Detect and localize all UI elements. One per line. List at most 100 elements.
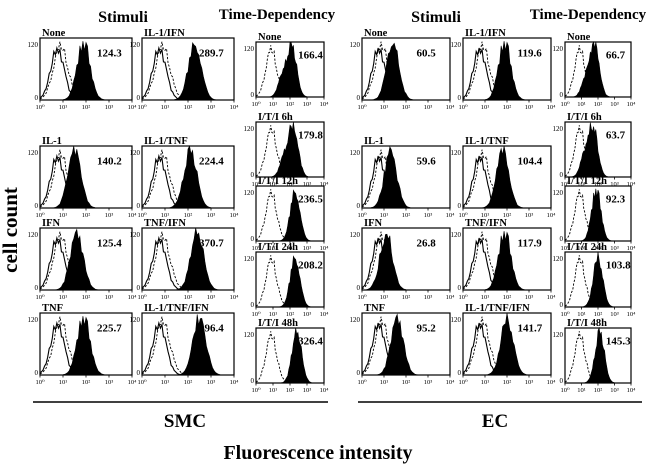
condition-label: IL-1/TNF/IFN [465, 303, 530, 314]
x-tick-label: 10⁰ [251, 245, 261, 252]
y-tick-label: 0 [458, 369, 462, 377]
y-tick-label: 120 [244, 331, 255, 339]
x-tick-label: 10³ [610, 101, 619, 108]
x-tick-label: 10³ [303, 311, 312, 318]
mfi-value-label: 119.6 [518, 48, 543, 60]
mfi-value-label: 140.2 [97, 156, 122, 168]
ec-stimuli-title: Stimuli [411, 9, 461, 26]
smc-group-label: SMC [164, 411, 206, 432]
x-tick-label: 10⁴ [230, 294, 240, 301]
mfi-value-label: 225.7 [97, 323, 122, 335]
condition-label: IFN [42, 218, 61, 229]
condition-label: IL-1 [364, 136, 384, 147]
stained-histogram [463, 41, 551, 101]
y-tick-label: 0 [560, 377, 564, 385]
x-tick-label: 10¹ [269, 245, 278, 252]
mfi-value-label: 236.5 [298, 194, 323, 206]
y-tick-label: 120 [130, 231, 141, 239]
x-tick-label: 10³ [424, 294, 433, 301]
condition-label: I/T/I 6h [567, 112, 602, 123]
x-tick-label: 10² [503, 104, 512, 111]
mfi-value-label: 166.4 [298, 50, 323, 62]
x-tick-label: 10³ [207, 212, 216, 219]
x-tick-label: 10¹ [269, 181, 278, 188]
y-tick-label: 120 [28, 231, 39, 239]
mfi-value-label: 145.3 [606, 336, 631, 348]
y-tick-label: 0 [35, 94, 39, 102]
condition-label: None [567, 32, 591, 43]
y-tick-label: 120 [28, 149, 39, 157]
x-axis-label: Fluorescence intensity [223, 442, 412, 464]
x-tick-label: 10⁰ [458, 379, 468, 386]
y-tick-label: 120 [244, 189, 255, 197]
x-tick-label: 10² [402, 294, 411, 301]
x-tick-label: 10¹ [577, 101, 586, 108]
y-tick-label: 0 [251, 377, 255, 385]
x-tick-label: 10¹ [161, 104, 170, 111]
condition-label: None [258, 32, 282, 43]
x-tick-label: 10⁴ [627, 311, 637, 318]
x-tick-label: 10² [82, 104, 91, 111]
x-tick-label: 10¹ [577, 387, 586, 394]
x-tick-label: 10⁰ [137, 379, 147, 386]
mfi-value-label: 95.2 [417, 323, 437, 335]
condition-label: IFN [364, 218, 383, 229]
y-tick-label: 0 [357, 94, 361, 102]
stained-histogram [40, 316, 132, 376]
ec-time-title: Time-Dependency [530, 7, 647, 23]
condition-label: IL-1/IFN [465, 28, 506, 39]
condition-label: TNF/IFN [144, 218, 186, 229]
y-tick-label: 0 [35, 369, 39, 377]
x-tick-label: 10⁰ [251, 387, 261, 394]
ec-group-label: EC [482, 411, 508, 432]
x-tick-label: 10² [82, 379, 91, 386]
x-tick-label: 10³ [610, 311, 619, 318]
x-tick-label: 10² [184, 104, 193, 111]
x-tick-label: 10³ [424, 212, 433, 219]
x-tick-label: 10² [594, 387, 603, 394]
x-tick-label: 10⁰ [251, 181, 261, 188]
condition-label: I/T/I 12h [567, 176, 607, 187]
y-tick-label: 0 [251, 301, 255, 309]
condition-label: I/T/I 6h [258, 112, 293, 123]
stained-histogram [256, 41, 324, 98]
x-tick-label: 10⁰ [560, 387, 570, 394]
condition-label: IL-1/IFN [144, 28, 185, 39]
x-tick-label: 10⁴ [446, 212, 456, 219]
x-tick-label: 10² [503, 212, 512, 219]
x-tick-label: 10² [402, 212, 411, 219]
mfi-value-label: 124.3 [97, 48, 122, 60]
x-tick-label: 10³ [610, 245, 619, 252]
x-tick-label: 10¹ [577, 311, 586, 318]
x-tick-label: 10³ [303, 245, 312, 252]
stained-histogram [142, 314, 234, 376]
mfi-value-label: 59.6 [417, 156, 437, 168]
x-tick-label: 10⁴ [128, 379, 138, 386]
y-tick-label: 120 [553, 331, 564, 339]
x-tick-label: 10² [594, 181, 603, 188]
x-tick-label: 10⁴ [230, 379, 240, 386]
y-tick-label: 120 [350, 149, 361, 157]
x-tick-label: 10² [82, 294, 91, 301]
x-tick-label: 10⁰ [458, 104, 468, 111]
y-tick-label: 120 [350, 231, 361, 239]
y-tick-label: 0 [137, 94, 141, 102]
x-tick-label: 10¹ [481, 104, 490, 111]
x-tick-label: 10¹ [269, 387, 278, 394]
x-tick-label: 10¹ [269, 101, 278, 108]
mfi-value-label: 66.7 [606, 50, 626, 62]
x-tick-label: 10² [286, 245, 295, 252]
mfi-value-label: 125.4 [97, 238, 122, 250]
x-tick-label: 10³ [525, 294, 534, 301]
condition-label: TNF [42, 303, 63, 314]
stained-histogram [256, 327, 324, 384]
mfi-value-label: 224.4 [199, 156, 224, 168]
x-tick-label: 10³ [105, 104, 114, 111]
